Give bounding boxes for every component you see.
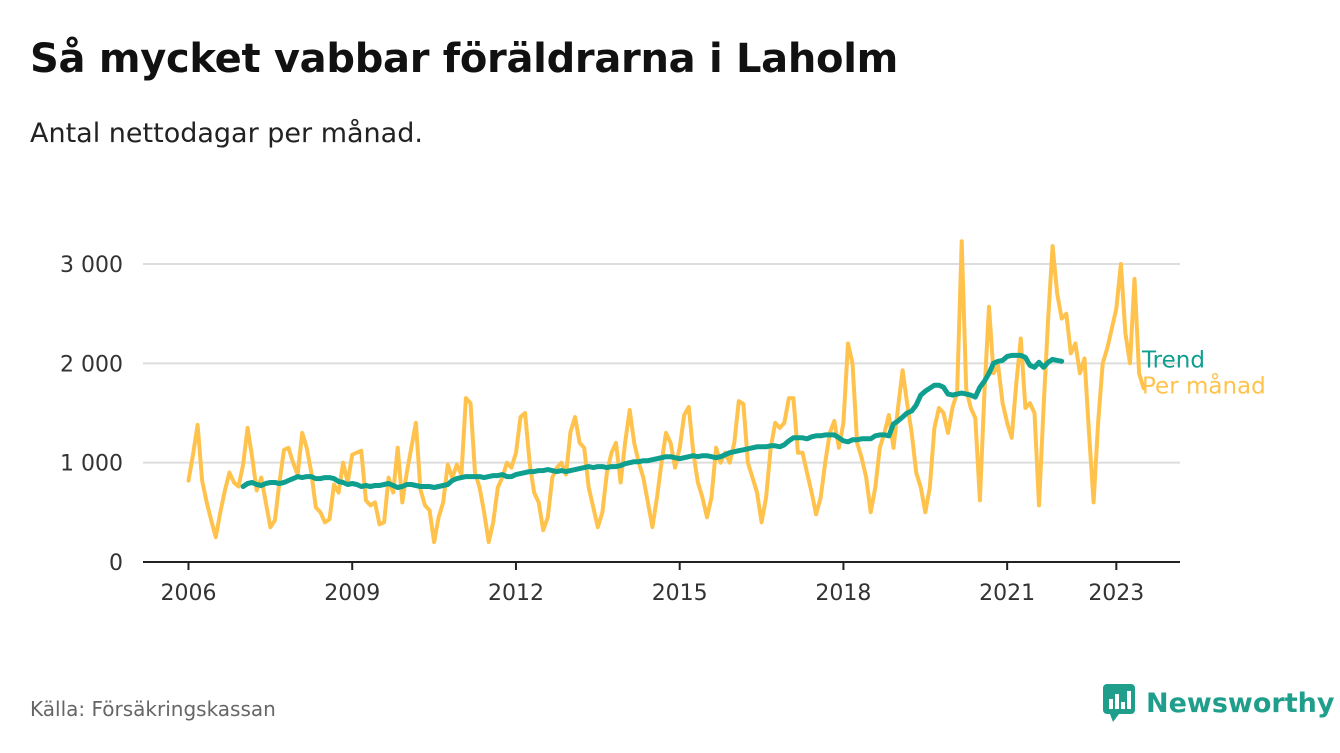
- series-line-per-manad: [186, 239, 1146, 545]
- series-label-per-manad: Per månad: [1142, 371, 1266, 399]
- series-label-trend: Trend: [1141, 347, 1205, 373]
- gridlines: [143, 263, 1180, 464]
- chart-title: Så mycket vabbar föräldrarna i Laholm: [30, 36, 899, 82]
- y-tick-label: 2 000: [60, 352, 123, 377]
- x-tick-label: 2006: [160, 581, 216, 606]
- source-note: Källa: Försäkringskassan: [30, 697, 276, 721]
- x-tick-label: 2009: [324, 581, 380, 606]
- chart-subtitle: Antal nettodagar per månad.: [30, 118, 423, 149]
- line-chart: 0 1 000 2 000 3 000 2006 2009 2012 2015 2018 2021…: [60, 239, 1266, 606]
- y-tick-label: 1 000: [60, 452, 123, 477]
- x-tick-label: 2021: [979, 581, 1035, 606]
- newsworthy-icon: [1103, 684, 1135, 722]
- series-lines: [186, 239, 1146, 545]
- y-tick-label: 3 000: [60, 253, 123, 278]
- x-tick-label: 2018: [815, 581, 871, 606]
- newsworthy-logo[interactable]: Newsworthy: [1102, 683, 1334, 723]
- brand-name: Newsworthy: [1146, 687, 1335, 719]
- x-tick-label: 2023: [1088, 581, 1144, 606]
- axes: 0 1 000 2 000 3 000 2006 2009 2012 2015 2018 2021…: [60, 253, 1180, 606]
- y-tick-label: 0: [109, 551, 123, 576]
- x-tick-label: 2012: [488, 581, 544, 606]
- x-tick-label: 2015: [652, 581, 708, 606]
- series-line-trend: [240, 352, 1065, 490]
